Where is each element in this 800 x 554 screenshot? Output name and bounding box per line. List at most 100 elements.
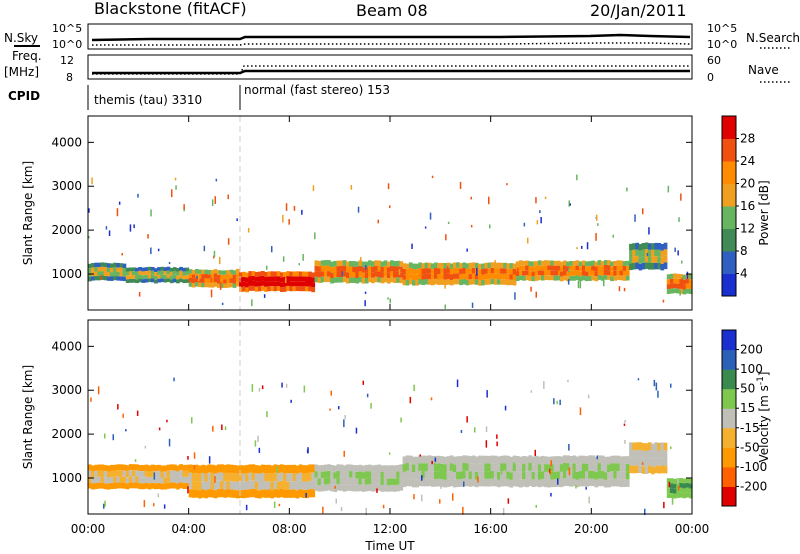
heatmap-cell [547, 275, 551, 281]
heatmap-cell [421, 274, 426, 280]
heatmap-cell [484, 262, 489, 269]
heatmap-cell [547, 265, 551, 271]
heatmap-cell [607, 456, 611, 465]
heatmap-cell [94, 483, 98, 489]
heatmap-speckle [662, 456, 665, 462]
date-label: 20/Jan/2011 [590, 1, 687, 20]
heatmap-cell [295, 281, 300, 287]
heatmap-cell [534, 455, 539, 464]
colorbar-tick-label: 8 [740, 244, 748, 258]
heatmap-speckle [523, 222, 526, 227]
heatmap-cell [525, 270, 529, 276]
heatmap-cell [122, 470, 127, 477]
heatmap-cell [481, 274, 485, 280]
heatmap-speckle [553, 398, 555, 405]
heatmap-cell [478, 269, 482, 275]
heatmap-speckle [117, 404, 119, 410]
heatmap-cell [292, 489, 297, 498]
heatmap-cell [371, 277, 375, 284]
heatmap-cell [226, 278, 231, 284]
heatmap-cell [371, 471, 375, 479]
heatmap-speckle [251, 384, 254, 392]
heatmap-cell [487, 478, 492, 487]
heatmap-cell [166, 464, 171, 471]
heatmap-cell [402, 263, 407, 269]
heatmap-cell [405, 269, 410, 275]
heatmap-speckle [568, 467, 571, 476]
heatmap-cell [405, 470, 410, 479]
heatmap-cell [635, 255, 640, 263]
heatmap-speckle [105, 226, 108, 230]
heatmap-cell [563, 275, 567, 281]
heatmap-speckle [485, 440, 488, 448]
heatmap-cell [261, 481, 265, 490]
cpid-segment-2: normal (fast stereo) 153 [244, 83, 390, 97]
heatmap-cell [544, 260, 548, 266]
heatmap-cell [581, 478, 586, 487]
heatmap-cell [408, 267, 413, 274]
heatmap-cell [125, 477, 130, 484]
heatmap-cell [478, 478, 482, 487]
heatmap-cell [437, 274, 441, 280]
heatmap-cell [459, 456, 463, 464]
heatmap-cell [657, 262, 662, 270]
heatmap-cell [503, 455, 507, 464]
freq-strip-frame [87, 54, 693, 80]
heatmap-cell [207, 464, 212, 473]
heatmap-cell [559, 471, 564, 480]
heatmap-cell [113, 271, 117, 276]
velocity-colorbar-label: Velocity [m s-1] [756, 372, 771, 463]
heatmap-cell [128, 275, 133, 279]
heatmap-speckle [456, 379, 459, 388]
heatmap-cell [572, 470, 577, 479]
heatmap-cell [327, 276, 331, 283]
heatmap-cell [339, 277, 344, 283]
heatmap-cell [682, 493, 687, 499]
heatmap-cell [503, 478, 507, 487]
heatmap-cell [361, 267, 366, 273]
heatmap-cell [110, 470, 114, 477]
colorbar-segment [722, 369, 736, 390]
heatmap-speckle [517, 268, 519, 273]
heatmap-cell [349, 261, 353, 267]
heatmap-cell [305, 473, 309, 482]
heatmap-cell [141, 465, 146, 472]
heatmap-cell [399, 477, 404, 485]
heatmap-cell [531, 266, 536, 272]
heatmap-cell [402, 274, 407, 280]
heatmap-cell [679, 492, 684, 498]
heatmap-cell [688, 483, 693, 489]
heatmap-cell [670, 483, 674, 489]
heatmap-cell [528, 266, 533, 271]
heatmap-speckle [514, 292, 516, 300]
heatmap-cell [289, 481, 293, 490]
heatmap-cell [339, 477, 344, 485]
heatmap-cell [235, 268, 240, 274]
heatmap-cell [88, 464, 92, 471]
heatmap-cell [670, 273, 674, 279]
heatmap-cell [172, 267, 177, 271]
heatmap-cell [644, 242, 649, 250]
heatmap-cell [342, 271, 347, 277]
heatmap-cell [629, 457, 633, 466]
heatmap-cell [427, 478, 432, 487]
heatmap-speckle [433, 462, 436, 470]
heatmap-cell [490, 267, 495, 274]
heatmap-cell [141, 483, 146, 490]
heatmap-speckle [671, 498, 674, 505]
heatmap-cell [670, 478, 674, 484]
heatmap-cell [459, 479, 463, 487]
heatmap-cell [267, 281, 271, 287]
heatmap-cell [597, 260, 602, 265]
heatmap-cell [251, 480, 256, 489]
heatmap-cell [342, 471, 347, 479]
heatmap-speckle [655, 382, 658, 391]
power-colorbar-label: Power [dB] [757, 180, 771, 245]
heatmap-cell [172, 270, 177, 275]
heatmap-cell [396, 465, 400, 472]
heatmap-speckle [585, 487, 587, 490]
heatmap-cell [578, 455, 583, 464]
heatmap-speckle [533, 261, 536, 268]
heatmap-cell [352, 277, 356, 283]
